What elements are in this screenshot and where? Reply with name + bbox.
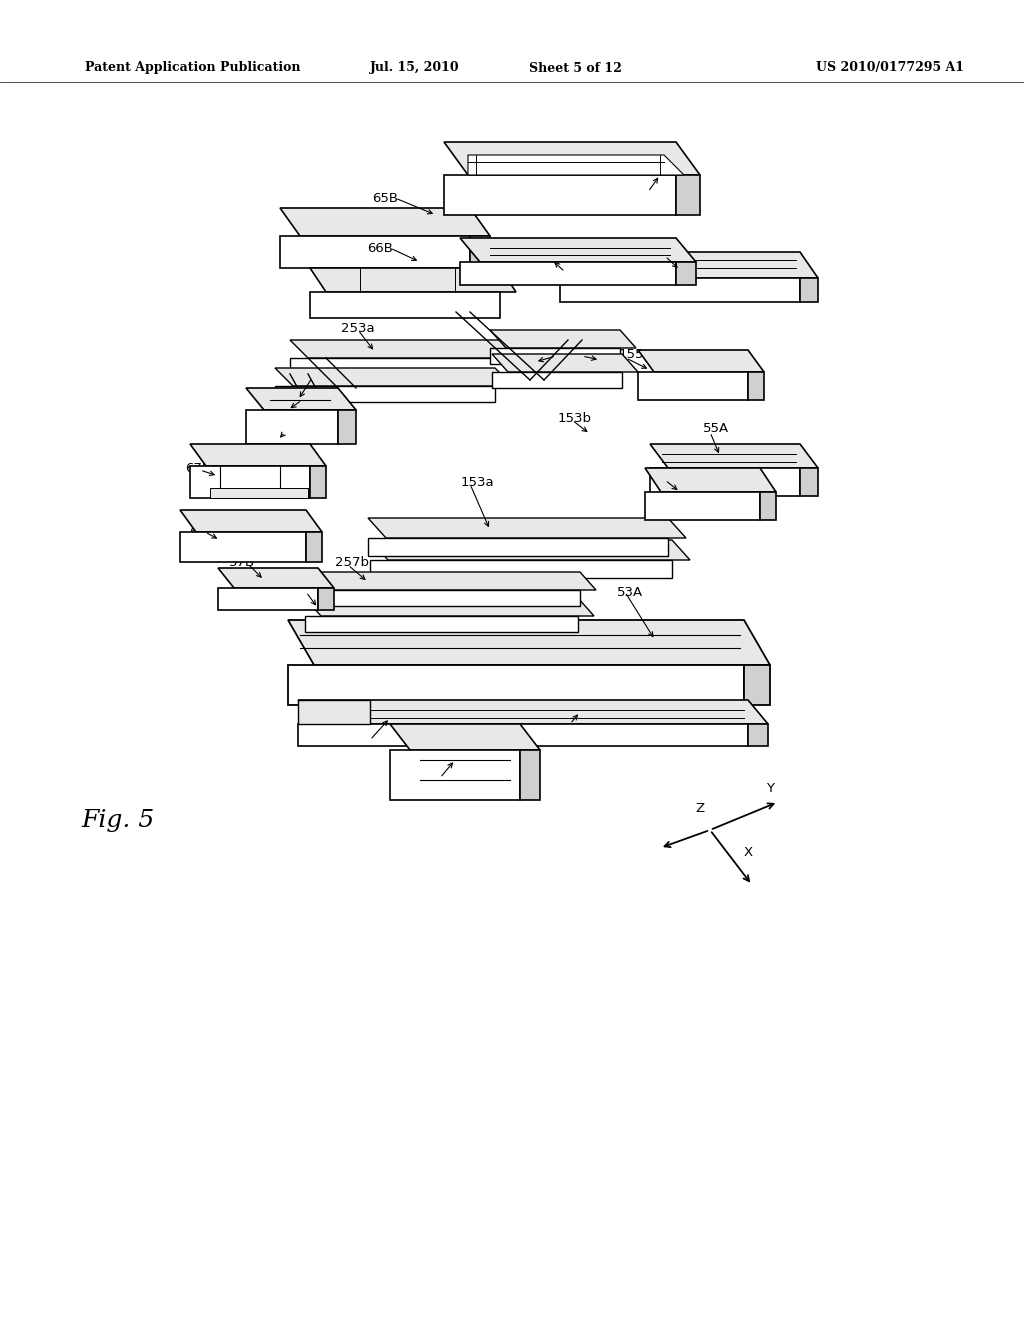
- Polygon shape: [492, 354, 638, 372]
- Text: 65B: 65B: [372, 191, 398, 205]
- Polygon shape: [390, 723, 540, 750]
- Text: 155b: 155b: [655, 471, 689, 484]
- Polygon shape: [492, 372, 622, 388]
- Text: 53A: 53A: [616, 586, 643, 598]
- Polygon shape: [305, 616, 578, 632]
- Polygon shape: [298, 723, 748, 746]
- Polygon shape: [310, 466, 326, 498]
- Polygon shape: [218, 568, 334, 587]
- Polygon shape: [190, 444, 326, 466]
- Polygon shape: [280, 236, 470, 268]
- Polygon shape: [305, 598, 594, 616]
- Text: US 2010/0177295 A1: US 2010/0177295 A1: [816, 62, 964, 74]
- Polygon shape: [676, 261, 696, 285]
- Polygon shape: [290, 358, 510, 374]
- Polygon shape: [310, 292, 500, 318]
- Polygon shape: [190, 466, 310, 498]
- Text: 55A: 55A: [702, 421, 729, 434]
- Polygon shape: [490, 348, 620, 364]
- Polygon shape: [306, 532, 322, 562]
- Polygon shape: [288, 620, 770, 665]
- Polygon shape: [368, 539, 668, 556]
- Polygon shape: [180, 532, 306, 562]
- Polygon shape: [560, 279, 800, 302]
- Polygon shape: [744, 665, 770, 705]
- Polygon shape: [800, 469, 818, 496]
- Text: X: X: [743, 846, 753, 858]
- Polygon shape: [676, 176, 700, 215]
- Text: 66B: 66B: [367, 242, 393, 255]
- Polygon shape: [800, 279, 818, 302]
- Polygon shape: [370, 540, 690, 560]
- Polygon shape: [650, 469, 800, 496]
- Text: 253d: 253d: [571, 346, 605, 359]
- Text: 57A: 57A: [560, 715, 586, 729]
- Polygon shape: [490, 330, 636, 348]
- Polygon shape: [218, 587, 318, 610]
- Polygon shape: [520, 750, 540, 800]
- Text: 253c: 253c: [532, 346, 565, 359]
- Polygon shape: [290, 341, 528, 358]
- Polygon shape: [210, 488, 308, 498]
- Polygon shape: [760, 492, 776, 520]
- Text: 53b: 53b: [288, 393, 312, 407]
- Polygon shape: [468, 154, 684, 176]
- Polygon shape: [246, 411, 338, 444]
- Text: 257b: 257b: [335, 556, 369, 569]
- Polygon shape: [298, 700, 370, 723]
- Polygon shape: [444, 176, 676, 215]
- Text: Z: Z: [695, 801, 705, 814]
- Polygon shape: [460, 261, 676, 285]
- Polygon shape: [318, 587, 334, 610]
- Text: 68B: 68B: [189, 525, 215, 539]
- Text: 255b: 255b: [631, 181, 665, 194]
- Polygon shape: [310, 268, 516, 292]
- Polygon shape: [338, 411, 356, 444]
- Text: Patent Application Publication: Patent Application Publication: [85, 62, 300, 74]
- Text: 157b: 157b: [421, 771, 455, 784]
- Polygon shape: [368, 517, 686, 539]
- Text: 255a: 255a: [563, 265, 597, 279]
- Polygon shape: [470, 236, 490, 268]
- Text: 257a: 257a: [287, 586, 321, 598]
- Text: 153b: 153b: [558, 412, 592, 425]
- Text: 157a: 157a: [346, 731, 380, 744]
- Polygon shape: [748, 723, 768, 746]
- Polygon shape: [288, 665, 744, 705]
- Polygon shape: [748, 372, 764, 400]
- Polygon shape: [275, 385, 495, 403]
- Polygon shape: [308, 590, 580, 606]
- Text: Jul. 15, 2010: Jul. 15, 2010: [371, 62, 460, 74]
- Polygon shape: [280, 209, 490, 236]
- Polygon shape: [246, 388, 356, 411]
- Polygon shape: [560, 252, 818, 279]
- Text: 155a: 155a: [618, 348, 652, 362]
- Polygon shape: [390, 750, 520, 800]
- Text: 57B: 57B: [229, 556, 255, 569]
- Text: 253b: 253b: [265, 425, 299, 438]
- Polygon shape: [298, 700, 768, 723]
- Polygon shape: [275, 368, 513, 385]
- Polygon shape: [180, 510, 322, 532]
- Polygon shape: [650, 444, 818, 469]
- Text: 253a: 253a: [341, 322, 375, 334]
- Polygon shape: [308, 572, 596, 590]
- Text: Y: Y: [766, 781, 774, 795]
- Polygon shape: [370, 560, 672, 578]
- Text: Sheet 5 of 12: Sheet 5 of 12: [528, 62, 622, 74]
- Text: Fig. 5: Fig. 5: [81, 808, 155, 832]
- Text: 55B: 55B: [658, 246, 685, 259]
- Polygon shape: [645, 469, 776, 492]
- Polygon shape: [638, 350, 764, 372]
- Text: 67B: 67B: [185, 462, 211, 474]
- Polygon shape: [645, 492, 760, 520]
- Text: 153a: 153a: [460, 475, 494, 488]
- Text: 53B: 53B: [295, 371, 322, 384]
- Polygon shape: [444, 143, 700, 176]
- Polygon shape: [460, 238, 696, 261]
- Polygon shape: [638, 372, 748, 400]
